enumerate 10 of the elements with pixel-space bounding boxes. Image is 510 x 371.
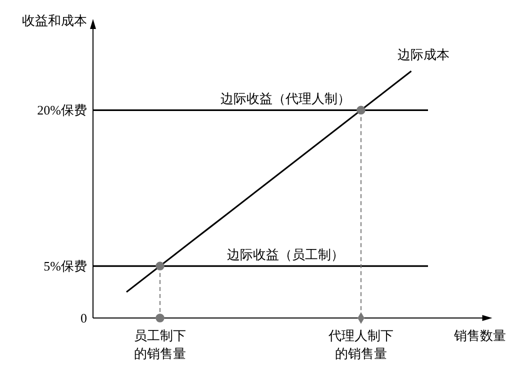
series-label: 边际成本 xyxy=(397,47,450,62)
x-tick-label: 员工制下的销售量 xyxy=(134,328,186,361)
x-tick-label: 代理人制下的销售量 xyxy=(328,328,394,361)
y-tick-label: 5%保费 xyxy=(44,258,87,274)
y-tick-label: 0 xyxy=(80,310,87,326)
x-axis-title: 销售数量 xyxy=(453,328,506,343)
series-label: 边际收益（代理人制） xyxy=(220,91,350,106)
y-tick-label: 20%保费 xyxy=(37,102,87,118)
y-axis-title: 收益和成本 xyxy=(22,13,87,28)
series-label: 边际收益（员工制） xyxy=(227,247,344,262)
